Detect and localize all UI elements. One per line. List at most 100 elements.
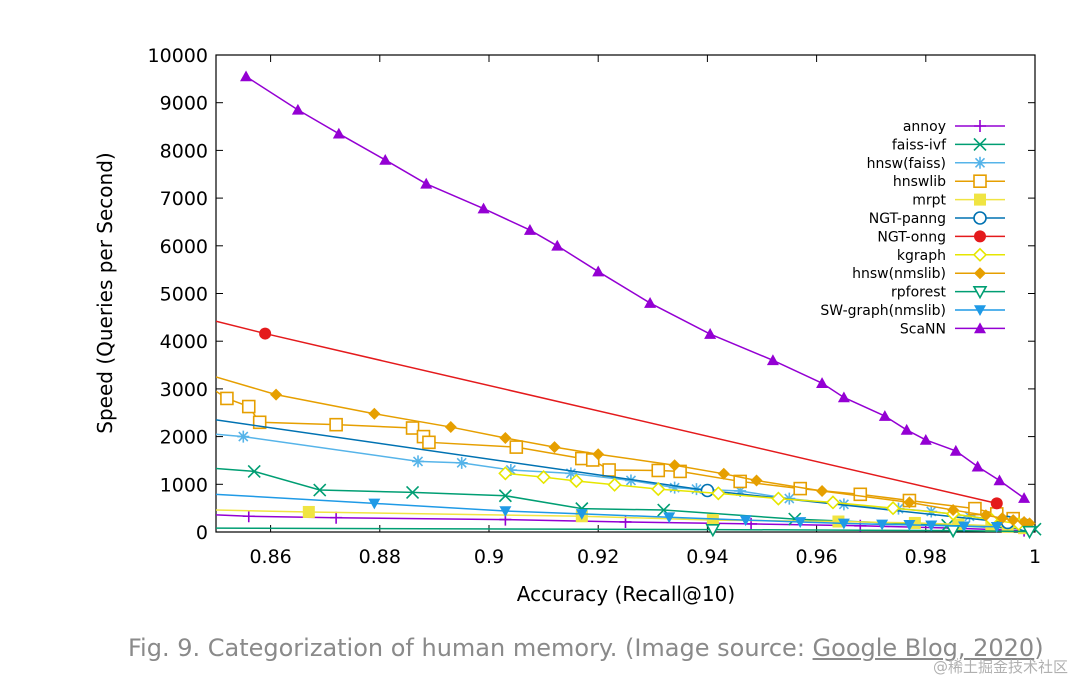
data-point	[876, 519, 889, 531]
series-kgraph	[498, 466, 1026, 532]
data-point	[739, 515, 752, 527]
data-point	[711, 486, 726, 501]
data-point	[968, 501, 982, 516]
data-point	[498, 489, 512, 503]
data-point	[816, 377, 829, 388]
data-point	[885, 501, 901, 516]
data-point	[974, 193, 986, 206]
x-tick-label: 0.98	[905, 546, 947, 568]
data-point	[979, 509, 992, 522]
data-point	[903, 520, 916, 531]
legend-label: rpforest	[891, 285, 946, 301]
data-point	[477, 202, 490, 214]
data-point	[717, 467, 730, 480]
y-tick-label: 9000	[160, 93, 208, 115]
data-point	[569, 473, 584, 489]
legend-item: SW-graph(nmslib)	[820, 303, 1005, 319]
data-point	[990, 497, 1003, 510]
data-point	[368, 407, 381, 420]
data-point	[903, 496, 916, 509]
data-point	[240, 70, 253, 82]
data-point	[816, 484, 829, 497]
data-point	[313, 483, 327, 497]
data-point	[329, 417, 343, 432]
data-point	[706, 514, 719, 527]
data-point	[602, 463, 616, 477]
legend-item: kgraph	[897, 247, 1005, 264]
y-tick-label: 3000	[160, 379, 208, 401]
caption-source-link[interactable]: Google Blog, 2020	[812, 634, 1035, 662]
series-line	[216, 527, 1030, 533]
data-point	[825, 495, 841, 510]
data-point	[368, 498, 381, 510]
legend-label: NGT-onng	[877, 229, 946, 245]
data-point	[990, 521, 1003, 533]
series-scann	[240, 70, 1031, 503]
y-tick-label: 0	[196, 522, 208, 544]
data-point	[972, 286, 988, 300]
axes: 0.86 0.88 0.9 0.92 0.94 0.96 0.98 1 0 1000 2000 30…	[93, 45, 1041, 606]
figure-caption: Fig. 9. Categorization of human memory. …	[128, 634, 1044, 662]
y-tick-label: 8000	[160, 140, 208, 162]
legend-label: hnswlib	[893, 174, 946, 190]
series-ngt-onng	[216, 320, 1003, 510]
data-point	[592, 448, 605, 461]
data-point	[974, 267, 986, 280]
x-tick-label: 0.92	[577, 546, 619, 568]
legend-label: annoy	[903, 119, 946, 135]
data-point	[455, 456, 468, 469]
legend-label: SW-graph(nmslib)	[820, 303, 946, 319]
series-hnsw-nmslib	[216, 376, 1036, 530]
data-point	[259, 327, 272, 340]
data-point	[379, 153, 392, 165]
data-point	[766, 354, 779, 366]
series-ngt-panng	[216, 419, 1031, 532]
data-point	[237, 430, 250, 443]
data-point	[548, 441, 561, 454]
y-axis-ticks: 0 1000 2000 3000 4000 5000 6000 7000 8000 9000 100…	[148, 45, 1035, 544]
data-point	[302, 505, 315, 518]
legend-item: hnswlib	[893, 174, 1005, 190]
legend: annoy faiss-ivf hnsw(faiss) hnswlib mrpt NGT-…	[820, 119, 1005, 337]
data-point	[974, 322, 986, 334]
data-point	[523, 224, 536, 235]
data-point	[668, 481, 681, 494]
data-point	[644, 297, 657, 308]
series-line	[216, 390, 1014, 520]
data-point	[837, 518, 850, 530]
y-tick-label: 5000	[160, 284, 208, 306]
data-point	[750, 474, 763, 487]
data-point	[499, 432, 512, 445]
legend-item: annoy	[903, 119, 1005, 135]
x-tick-label: 0.94	[686, 546, 728, 568]
legend-label: ScaNN	[900, 321, 946, 337]
data-point	[734, 484, 747, 497]
data-point	[949, 444, 962, 456]
y-tick-label: 7000	[160, 188, 208, 210]
data-point	[1007, 514, 1020, 527]
data-point	[705, 524, 721, 538]
data-point	[704, 328, 717, 339]
x-tick-label: 0.96	[795, 546, 837, 568]
data-point	[220, 391, 234, 406]
legend-item: mrpt	[912, 193, 1005, 209]
data-point	[974, 156, 986, 169]
data-point	[974, 120, 986, 132]
data-point	[607, 477, 622, 492]
data-point	[651, 481, 666, 497]
series-rpforest	[216, 524, 1037, 540]
data-point	[499, 506, 512, 518]
legend-item: NGT-panng	[869, 211, 1005, 227]
caption-prefix: Fig. 9. Categorization of human memory. …	[128, 634, 813, 662]
caption-suffix: )	[1034, 634, 1044, 662]
legend-item: rpforest	[891, 285, 1005, 301]
data-point	[405, 421, 420, 435]
x-tick-label: 0.9	[474, 546, 504, 568]
legend-label: NGT-panng	[869, 211, 946, 227]
data-point	[973, 211, 987, 225]
data-point	[700, 483, 715, 498]
data-point	[536, 470, 551, 485]
data-point	[498, 466, 513, 481]
legend-item: hnsw(nmslib)	[852, 266, 1005, 282]
data-point	[919, 433, 932, 445]
